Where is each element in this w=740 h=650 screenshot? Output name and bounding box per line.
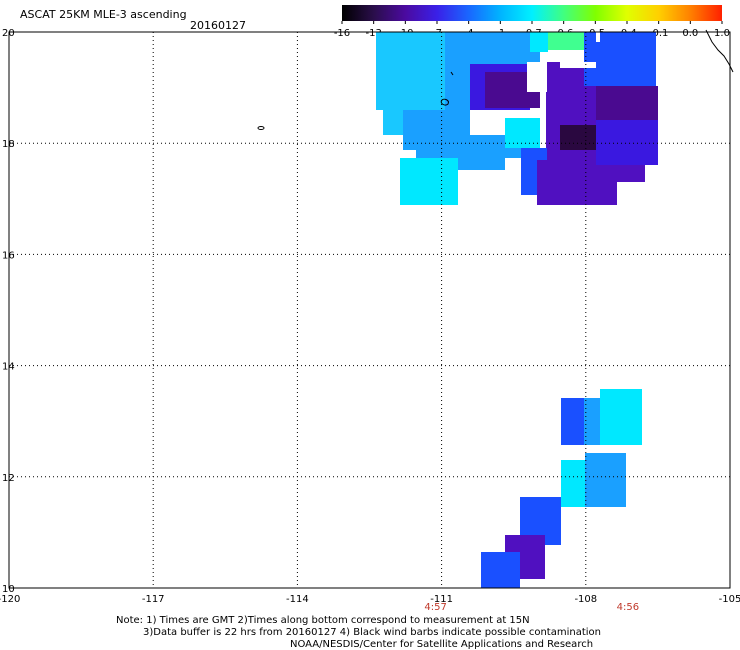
lat-tick-label: 12 <box>2 473 15 484</box>
product-date: 20160127 <box>190 19 246 32</box>
swath-cell <box>584 398 600 445</box>
pass-time-label: 4:57 <box>424 602 446 613</box>
swath-cell <box>505 118 540 148</box>
swath-cell <box>445 32 540 64</box>
lon-tick-label: -105 <box>719 594 740 605</box>
data-gap <box>596 32 600 42</box>
lon-tick-label: -117 <box>142 594 165 605</box>
lon-tick-label: -114 <box>286 594 309 605</box>
lon-tick-label: -111 <box>430 594 453 605</box>
lat-tick-label: 14 <box>2 362 15 373</box>
swath-cell <box>561 398 584 445</box>
swath-cell <box>530 32 548 52</box>
colorbar-ramp <box>342 5 722 21</box>
lat-tick-label: 20 <box>2 28 15 39</box>
swath-layer <box>376 32 658 588</box>
colorbar-label: -16 <box>334 28 350 39</box>
lat-tick-label: 18 <box>2 139 15 150</box>
lon-tick-label: -108 <box>574 594 597 605</box>
pass-time-label: 4:56 <box>617 602 639 613</box>
swath-cell <box>560 125 596 150</box>
map-frame <box>8 31 731 589</box>
colorbar-label: -13 <box>365 28 381 39</box>
swath-cell <box>596 165 645 182</box>
footer-note-2: 3)Data buffer is 22 hrs from 20160127 4)… <box>143 627 601 638</box>
swath-cell <box>481 552 520 588</box>
lon-tick-label: -120 <box>0 594 20 605</box>
swath-cell <box>596 86 658 120</box>
swath-cell <box>548 32 584 50</box>
footer-credit: NOAA/NESDIS/Center for Satellite Applica… <box>290 639 594 650</box>
axis-labels: -120 -117 -114 -111 -108 -105 10 12 14 16 18 20 4:57… <box>0 28 740 613</box>
colorbar-label: -0.1 <box>649 28 669 39</box>
lat-tick-label: 10 <box>2 584 15 595</box>
footer-note-1: Note: 1) Times are GMT 2)Times along bot… <box>116 615 530 626</box>
colorbar-label: 1.0 <box>714 28 730 39</box>
swath-cell <box>400 158 458 205</box>
product-title: ASCAT 25KM MLE-3 ascending <box>20 8 187 21</box>
swath-cell <box>376 32 445 110</box>
graticule <box>9 32 730 588</box>
colorbar-label: 0.0 <box>682 28 698 39</box>
data-gap <box>527 62 547 92</box>
lat-tick-label: 16 <box>2 250 15 261</box>
swath-cell <box>561 460 585 507</box>
data-gap <box>560 62 596 68</box>
swath-cell <box>585 453 626 507</box>
swath-cell <box>584 32 656 86</box>
swath-cell <box>596 120 658 165</box>
swath-cell <box>600 389 642 445</box>
